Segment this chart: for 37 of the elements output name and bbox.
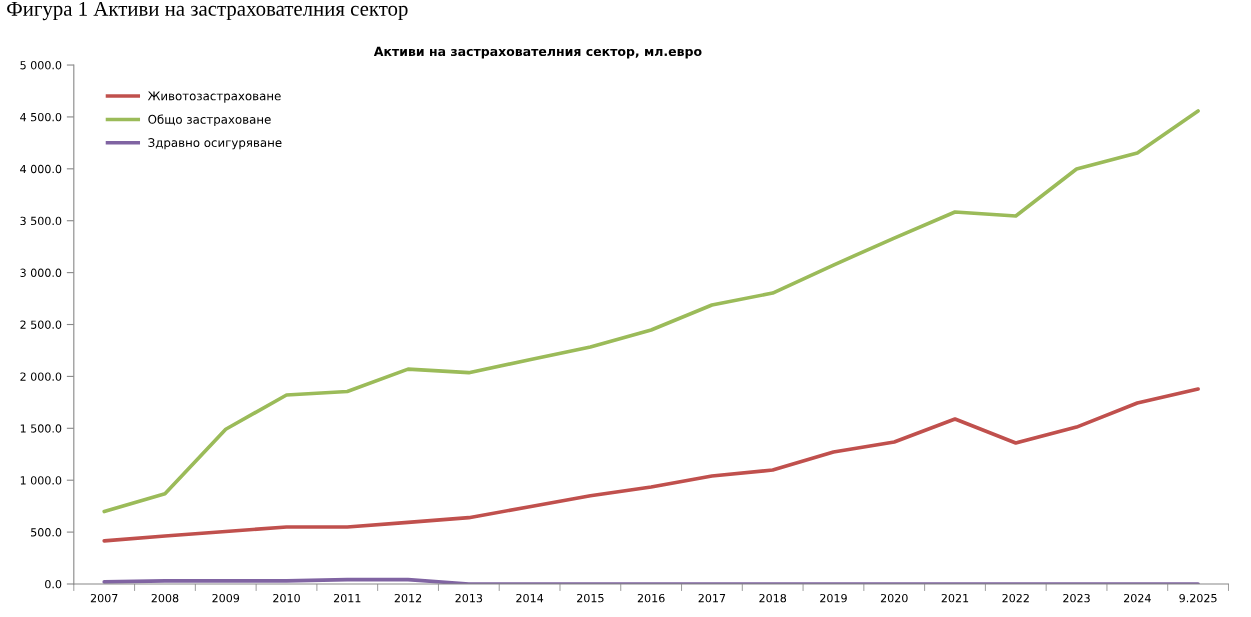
- x-tick-label: 2015: [577, 593, 604, 603]
- chart-title: Активи на застрахователния сектор, мл.евро: [373, 46, 702, 59]
- x-tick-label: 2021: [941, 593, 969, 603]
- x-tick-label: 2017: [698, 593, 726, 603]
- y-tick-label: 1 000.0: [20, 476, 62, 485]
- legend-label: Здравно осигуряване: [148, 138, 282, 150]
- x-tick-label: 2009: [212, 593, 240, 603]
- x-tick-label: 2011: [333, 593, 361, 603]
- y-tick-label: 4 500.0: [20, 112, 62, 122]
- x-tick-label: 2014: [516, 593, 544, 603]
- y-tick-label: 0.0: [45, 579, 62, 589]
- x-tick-label: 2010: [273, 593, 300, 603]
- y-tick-label: 500.0: [31, 528, 62, 537]
- y-tick-label: 1 500.0: [20, 424, 62, 433]
- y-tick-label: 3 000.0: [20, 268, 62, 277]
- legend-label: Животозастраховане: [147, 91, 281, 103]
- y-tick-label: 5 000.0: [20, 61, 62, 70]
- x-tick-label: 2020: [880, 593, 908, 603]
- y-tick-label: 3 500.0: [20, 216, 62, 226]
- line-series: [102, 109, 1200, 514]
- text: Фигура 1 Активи на застрахователния сектор: [7, 1, 408, 21]
- x-tick-label: 9.2025: [1179, 593, 1217, 603]
- line-series: [102, 387, 1200, 543]
- y-tick-label: 4 000.0: [20, 164, 62, 174]
- x-tick-label: 2022: [1002, 593, 1029, 603]
- x-tick-label: 2016: [637, 593, 665, 603]
- x-tick-label: 2007: [90, 593, 118, 603]
- x-tick-label: 2023: [1063, 593, 1090, 603]
- y-tick-label: 2 000.0: [20, 372, 62, 381]
- x-tick-label: 2019: [820, 593, 847, 603]
- x-tick-label: 2012: [394, 593, 422, 603]
- x-tick-label: 2008: [151, 593, 179, 603]
- y-tick-label: 2 500.0: [20, 320, 62, 329]
- x-tick-label: 2018: [759, 593, 787, 603]
- legend-label: Общо застраховане: [148, 114, 271, 127]
- x-tick-label: 2013: [455, 593, 483, 603]
- x-tick-label: 2024: [1124, 593, 1151, 603]
